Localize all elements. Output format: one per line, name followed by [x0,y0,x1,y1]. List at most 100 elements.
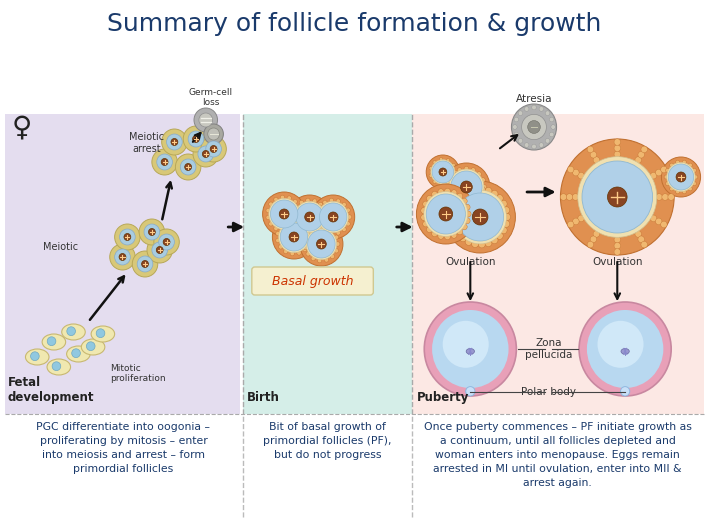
Circle shape [461,181,472,193]
Circle shape [322,208,327,212]
Circle shape [328,212,338,222]
Circle shape [266,208,270,213]
Circle shape [199,113,213,127]
Circle shape [524,143,529,147]
Circle shape [440,183,442,186]
Circle shape [587,146,594,153]
Circle shape [318,227,322,232]
Circle shape [593,157,599,163]
Circle shape [427,194,466,234]
Circle shape [290,252,294,256]
Circle shape [163,239,170,245]
Circle shape [278,225,283,229]
Ellipse shape [91,326,115,342]
Circle shape [518,138,523,143]
Circle shape [683,190,686,194]
Circle shape [311,256,315,260]
Circle shape [502,207,510,214]
Circle shape [572,194,578,200]
Circle shape [450,217,457,224]
Circle shape [450,210,457,217]
Circle shape [661,221,667,228]
Circle shape [573,218,579,224]
Circle shape [549,117,554,122]
Circle shape [656,169,662,176]
Circle shape [514,132,518,137]
Circle shape [500,200,507,207]
Circle shape [269,222,273,226]
Circle shape [294,224,299,229]
Circle shape [423,201,429,207]
Circle shape [693,169,696,172]
Circle shape [171,138,178,146]
Circle shape [448,177,452,182]
Circle shape [156,246,163,254]
Circle shape [334,235,338,240]
Circle shape [560,139,674,255]
Circle shape [455,197,462,205]
Circle shape [641,241,647,248]
Circle shape [531,105,536,110]
Circle shape [481,177,485,182]
Circle shape [266,215,270,220]
Circle shape [307,242,311,246]
Circle shape [202,150,209,158]
Circle shape [451,190,457,196]
Circle shape [52,362,61,371]
Circle shape [303,247,307,252]
Circle shape [289,232,299,242]
Circle shape [614,236,620,243]
Circle shape [193,141,218,167]
Circle shape [274,197,278,201]
Circle shape [315,211,320,216]
Circle shape [448,192,452,196]
Circle shape [346,222,350,226]
Circle shape [578,172,584,179]
Ellipse shape [67,346,90,362]
Circle shape [296,203,323,231]
Circle shape [96,329,105,338]
Circle shape [524,106,529,111]
Circle shape [303,222,307,227]
Circle shape [294,205,299,209]
Circle shape [457,193,504,241]
Circle shape [299,200,304,205]
Circle shape [115,249,130,265]
Circle shape [460,192,466,199]
Circle shape [432,231,437,237]
Circle shape [194,108,218,132]
Circle shape [270,200,298,228]
Circle shape [192,136,200,143]
Circle shape [464,204,470,210]
Circle shape [465,238,472,245]
Circle shape [638,236,644,243]
Circle shape [464,167,469,171]
Circle shape [568,221,574,228]
Circle shape [208,128,220,140]
Circle shape [144,224,160,240]
Circle shape [312,195,355,239]
Circle shape [47,337,56,346]
Text: ♀: ♀ [12,113,32,141]
Circle shape [614,145,620,151]
Text: Fetal
development: Fetal development [8,376,94,404]
Circle shape [336,199,341,203]
Circle shape [614,243,620,249]
Circle shape [545,111,549,115]
Circle shape [439,207,453,221]
Circle shape [115,224,140,250]
Circle shape [119,229,135,245]
Circle shape [446,185,451,189]
Text: Zona
pellucida: Zona pellucida [525,338,573,360]
Circle shape [283,250,288,254]
Circle shape [457,201,462,206]
Ellipse shape [47,359,71,375]
Circle shape [650,172,656,179]
Circle shape [297,251,301,255]
Circle shape [667,162,696,192]
FancyBboxPatch shape [411,114,703,414]
Circle shape [322,200,327,205]
Ellipse shape [42,334,66,350]
Ellipse shape [81,339,105,355]
Circle shape [485,187,492,195]
